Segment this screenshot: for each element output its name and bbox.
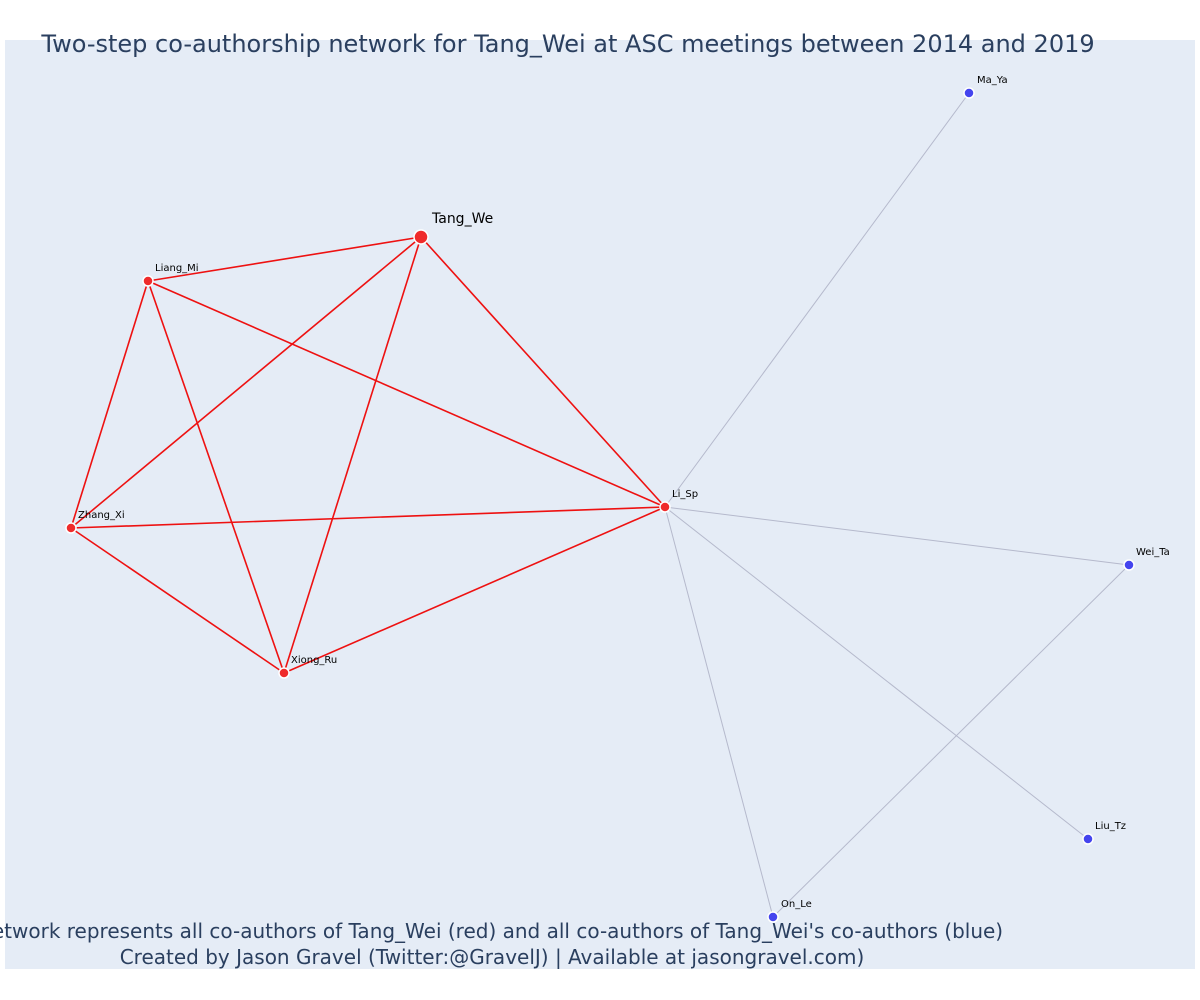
- caption-line-1: Network represents all co-authors of Tan…: [0, 919, 1003, 943]
- node-label-Xiong_Ru: Xiong_Ru: [291, 655, 337, 666]
- edge-Liang_Mi-Zhang_Xi: [70, 280, 149, 529]
- edge-Wei_Ta-On_Le: [772, 564, 1130, 918]
- node-Liu_Tz[interactable]: [1082, 833, 1094, 845]
- edge-Li_Sp-Ma_Ya: [664, 92, 970, 508]
- edge-Liang_Mi-Li_Sp: [147, 280, 666, 508]
- node-Xiong_Ru[interactable]: [278, 667, 290, 679]
- edges-layer: [70, 92, 1130, 918]
- nodes-layer: [65, 87, 1135, 923]
- node-Ma_Ya[interactable]: [963, 87, 975, 99]
- node-Liang_Mi[interactable]: [142, 275, 154, 287]
- node-label-Tang_We: Tang_We: [431, 211, 493, 227]
- node-label-Ma_Ya: Ma_Ya: [977, 75, 1008, 86]
- edge-Li_Sp-Wei_Ta: [664, 506, 1130, 566]
- chart-title: Two-step co-authorship network for Tang_…: [40, 30, 1094, 58]
- node-label-Liang_Mi: Liang_Mi: [155, 263, 199, 274]
- edge-Tang_We-Liang_Mi: [147, 236, 422, 282]
- node-On_Le[interactable]: [767, 911, 779, 923]
- edge-Tang_We-Zhang_Xi: [70, 236, 422, 529]
- node-Zhang_Xi[interactable]: [65, 522, 77, 534]
- plot-background: [5, 40, 1195, 969]
- node-label-Zhang_Xi: Zhang_Xi: [78, 510, 125, 521]
- edge-Liang_Mi-Xiong_Ru: [147, 280, 285, 674]
- node-label-On_Le: On_Le: [781, 899, 812, 910]
- node-Wei_Ta[interactable]: [1123, 559, 1135, 571]
- edge-Xiong_Ru-Li_Sp: [283, 506, 666, 674]
- node-label-Wei_Ta: Wei_Ta: [1136, 547, 1170, 558]
- caption-line-2: Created by Jason Gravel (Twitter:@Gravel…: [120, 945, 865, 969]
- node-Li_Sp[interactable]: [659, 501, 671, 513]
- edge-Li_Sp-On_Le: [664, 506, 774, 918]
- edge-Li_Sp-Liu_Tz: [664, 506, 1089, 840]
- node-label-Li_Sp: Li_Sp: [672, 489, 698, 500]
- edge-Tang_We-Xiong_Ru: [283, 236, 422, 674]
- edge-Zhang_Xi-Li_Sp: [70, 506, 666, 529]
- labels-layer: Tang_We Liang_Mi Zhang_Xi Xiong_Ru Li_Sp Ma_Y…: [78, 75, 1170, 910]
- node-Tang_We[interactable]: [413, 229, 429, 245]
- edge-Zhang_Xi-Xiong_Ru: [70, 527, 285, 674]
- node-label-Liu_Tz: Liu_Tz: [1095, 821, 1126, 832]
- edge-Tang_We-Li_Sp: [420, 236, 666, 508]
